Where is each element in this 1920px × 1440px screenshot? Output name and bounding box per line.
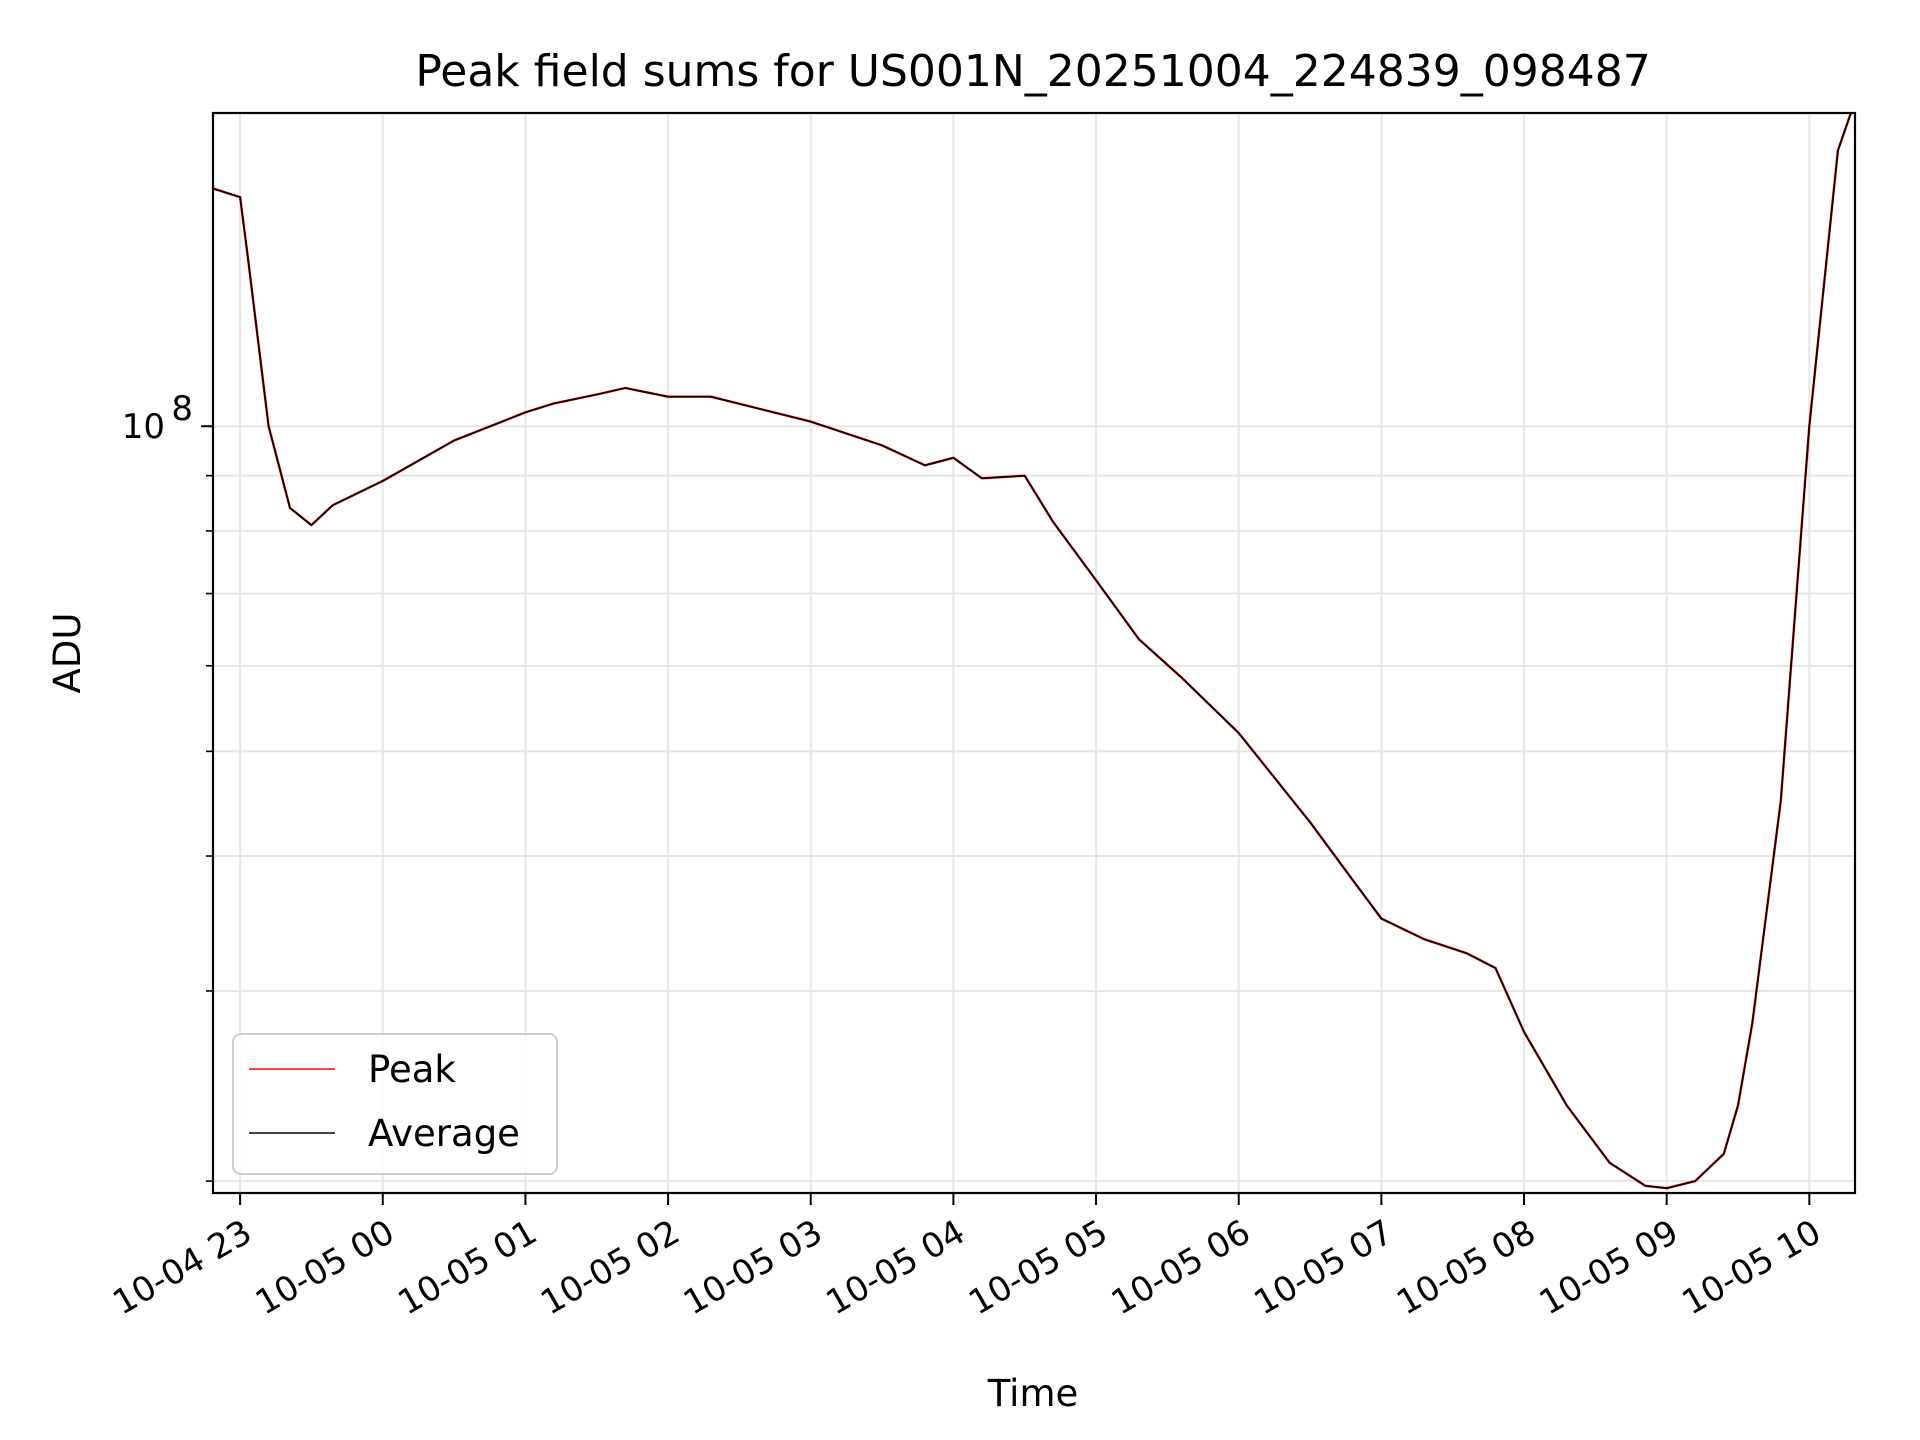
x-axis-label: Time bbox=[987, 1372, 1079, 1415]
legend-label-average: Average bbox=[368, 1112, 520, 1155]
y-tick-label: 10 bbox=[122, 407, 165, 447]
legend-label-peak: Peak bbox=[368, 1048, 456, 1091]
grid bbox=[213, 113, 1855, 1193]
chart-title: Peak field sums for US001N_20251004_2248… bbox=[415, 46, 1650, 97]
y-tick-label-exponent: 8 bbox=[171, 389, 193, 429]
plot-series bbox=[213, 113, 1853, 1190]
plot-area-frame bbox=[211, 111, 1857, 1195]
legend: Peak Average bbox=[232, 1033, 558, 1175]
series-line-average bbox=[213, 113, 1852, 1189]
y-axis-label: ADU bbox=[46, 613, 89, 694]
